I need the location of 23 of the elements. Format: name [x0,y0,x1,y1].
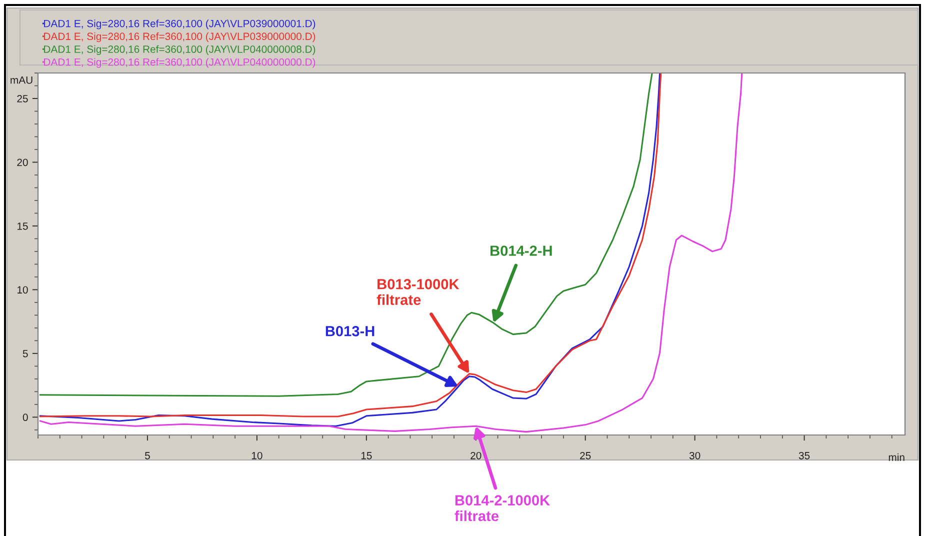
annotation: B013-1000K filtrate [376,278,460,306]
y-tick-label: 25 [17,94,28,102]
legend-label: DAD1 E, Sig=280,16 Ref=360,100 (JAY\VLP039000000.D) [44,32,316,42]
x-tick-label: 25 [580,452,591,460]
x-axis-title: min [888,453,904,461]
x-tick-label: 20 [470,452,482,460]
x-tick-label: 35 [798,452,810,460]
y-axis-title: mAU [10,76,32,84]
y-tick-label: 20 [17,158,28,166]
annotation: B013-H [326,326,374,336]
legend-label: DAD1 E, Sig=280,16 Ref=360,100 (JAY\VLP040000000.D) [44,58,316,68]
x-tick-label: 15 [361,452,372,460]
y-tick-label: 0 [22,414,28,422]
x-tick-label: 30 [689,452,700,460]
annotation: B014-2-H [490,246,552,256]
x-tick-label: 10 [252,452,262,460]
y-tick-label: 10 [17,286,28,294]
annotation: B014-2-1000K filtrate [454,495,550,522]
y-tick-label: 15 [17,222,28,230]
legend-label: DAD1 E, Sig=280,16 Ref=360,100 (JAY\VLP039000001.D) [44,20,316,30]
y-tick-label: 5 [22,350,28,358]
legend-label: DAD1 E, Sig=280,16 Ref=360,100 (JAY\VLP040000008.D) [44,45,316,55]
x-tick-label: 5 [144,452,150,460]
